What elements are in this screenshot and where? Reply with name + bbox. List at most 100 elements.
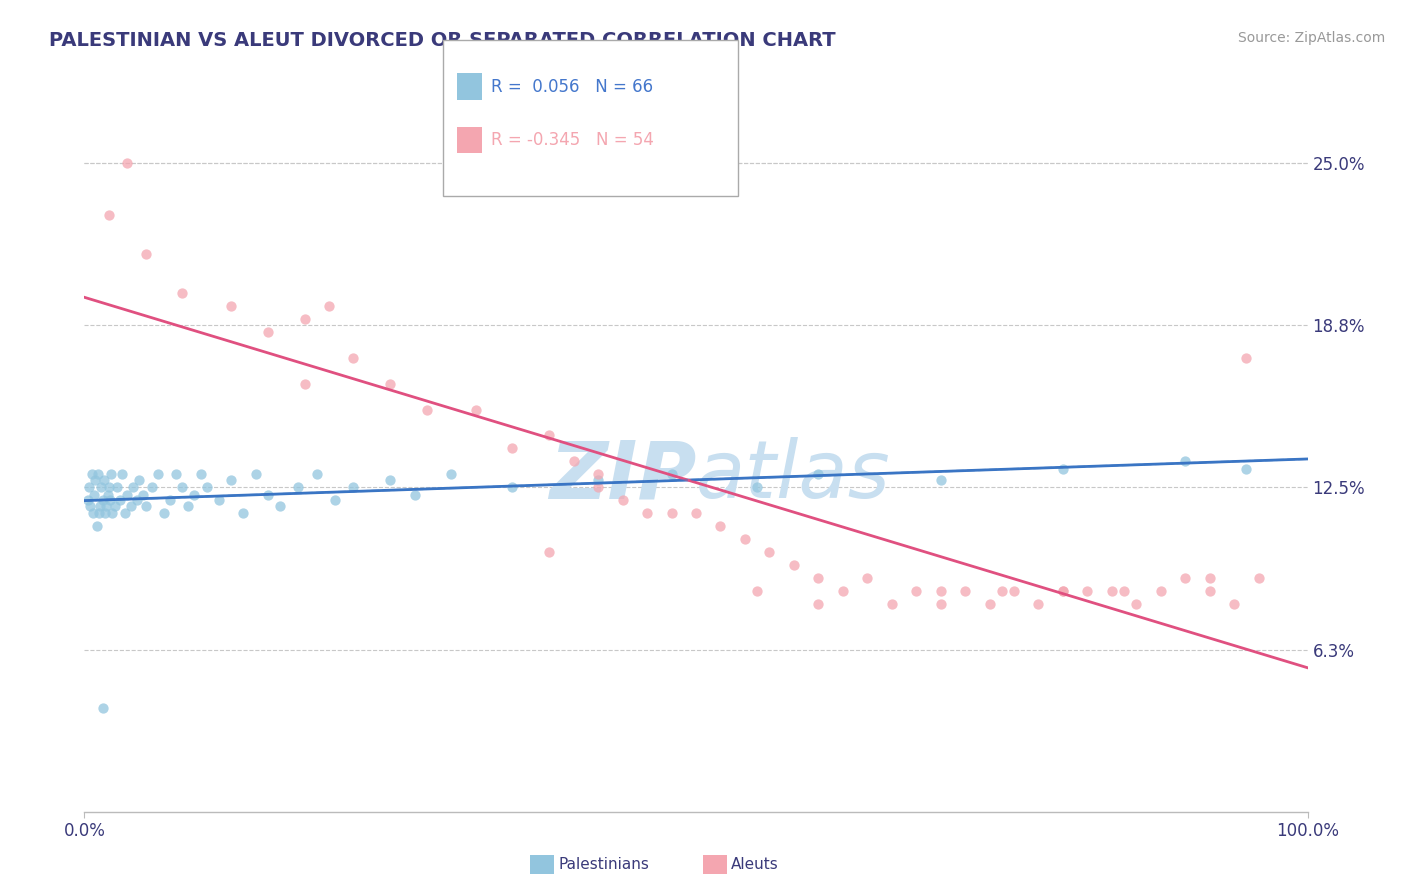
Point [880, 597, 903, 611]
Point [1114, 584, 1136, 599]
Text: Source: ZipAtlas.com: Source: ZipAtlas.com [1237, 31, 1385, 45]
Point [323, 493, 346, 508]
Point [114, 506, 136, 520]
Point [104, 499, 127, 513]
Point [929, 597, 952, 611]
Point [294, 376, 316, 391]
Point [108, 493, 131, 508]
Point [807, 597, 830, 611]
Point [807, 467, 830, 482]
Text: R =  0.056   N = 66: R = 0.056 N = 66 [491, 78, 652, 95]
Point [165, 467, 187, 482]
Point [831, 584, 853, 599]
Point [929, 473, 952, 487]
Point [380, 473, 402, 487]
Point [91, 701, 114, 715]
Point [404, 488, 426, 502]
Point [502, 442, 524, 456]
Point [122, 480, 145, 494]
Point [87, 467, 110, 482]
Point [96, 499, 118, 513]
Point [269, 499, 291, 513]
Point [172, 285, 194, 300]
Point [98, 493, 121, 508]
Point [747, 584, 769, 599]
Point [86, 519, 108, 533]
Point [294, 311, 316, 326]
Text: atlas: atlas [696, 437, 891, 516]
Point [82, 506, 104, 520]
Point [219, 299, 242, 313]
Point [89, 499, 111, 513]
Point [734, 533, 756, 547]
Point [538, 545, 561, 559]
Point [305, 467, 328, 482]
Point [586, 467, 609, 482]
Point [440, 467, 463, 482]
Point [1052, 462, 1074, 476]
Point [115, 488, 138, 502]
Point [1002, 584, 1025, 599]
Point [1174, 454, 1197, 468]
Point [232, 506, 254, 520]
Point [586, 473, 609, 487]
Point [929, 584, 952, 599]
Point [93, 473, 115, 487]
Point [1052, 584, 1074, 599]
Point [115, 156, 138, 170]
Point [287, 480, 309, 494]
Point [135, 247, 157, 261]
Point [807, 571, 830, 585]
Point [538, 428, 561, 442]
Point [172, 480, 194, 494]
Point [636, 506, 658, 520]
Point [1198, 571, 1220, 585]
Point [128, 473, 150, 487]
Point [257, 488, 280, 502]
Point [661, 467, 683, 482]
Point [1223, 597, 1246, 611]
Point [1076, 584, 1098, 599]
Point [135, 499, 157, 513]
Point [1101, 584, 1123, 599]
Point [342, 480, 364, 494]
Point [77, 493, 100, 508]
Point [685, 506, 707, 520]
Point [747, 480, 769, 494]
Point [195, 480, 218, 494]
Point [84, 473, 107, 487]
Point [90, 480, 112, 494]
Point [783, 558, 806, 573]
Point [97, 480, 120, 494]
Point [1150, 584, 1173, 599]
Point [661, 506, 683, 520]
Point [464, 402, 486, 417]
Point [183, 488, 205, 502]
Point [709, 519, 731, 533]
Point [105, 480, 128, 494]
Point [91, 493, 114, 508]
Point [1236, 462, 1258, 476]
Point [562, 454, 585, 468]
Text: PALESTINIAN VS ALEUT DIVORCED OR SEPARATED CORRELATION CHART: PALESTINIAN VS ALEUT DIVORCED OR SEPARAT… [49, 31, 835, 50]
Point [416, 402, 439, 417]
Point [177, 499, 200, 513]
Point [342, 351, 364, 365]
Point [83, 488, 105, 502]
Text: Aleuts: Aleuts [731, 857, 779, 871]
Point [132, 488, 155, 502]
Point [380, 376, 402, 391]
Point [77, 480, 100, 494]
Point [125, 493, 148, 508]
Point [953, 584, 976, 599]
Point [79, 499, 101, 513]
Point [612, 493, 634, 508]
Point [159, 493, 181, 508]
Point [1174, 571, 1197, 585]
Point [120, 499, 142, 513]
Point [141, 480, 163, 494]
Point [97, 488, 120, 502]
Point [245, 467, 267, 482]
Point [318, 299, 340, 313]
Point [94, 506, 117, 520]
